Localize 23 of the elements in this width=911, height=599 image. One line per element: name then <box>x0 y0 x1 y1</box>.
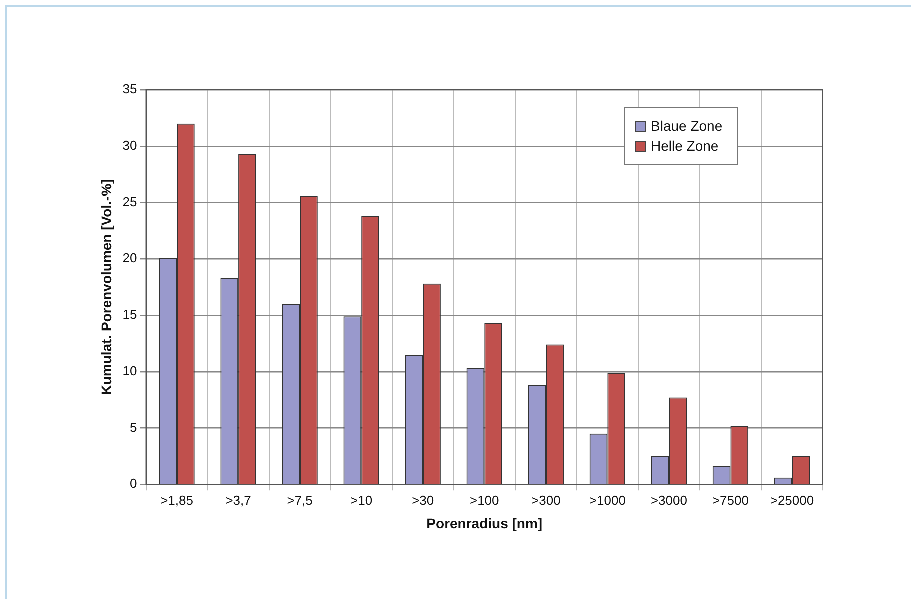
legend-label: Helle Zone <box>651 138 719 154</box>
y-tick-label: 10 <box>122 363 138 378</box>
y-tick-label: 5 <box>130 420 138 435</box>
x-axis-title: Porenradius [nm] <box>426 515 543 532</box>
x-tick-label: >30 <box>412 492 434 508</box>
y-tick-label: 25 <box>122 194 138 210</box>
y-tick-label: 0 <box>130 476 138 492</box>
y-tick-label: 30 <box>122 138 138 153</box>
x-tick-label: >3000 <box>650 492 688 508</box>
legend-label: Blaue Zone <box>651 118 723 134</box>
x-tick-label: >7500 <box>712 492 749 508</box>
x-tick-label: >3,7 <box>226 492 252 508</box>
x-tick-label: >100 <box>470 492 500 508</box>
x-tick-label: >1000 <box>589 492 626 508</box>
x-tick-label: >300 <box>532 492 561 508</box>
x-tick-label: >25000 <box>770 492 814 508</box>
x-tick-label: >1,85 <box>160 492 194 508</box>
x-tick-label: >7,5 <box>287 492 313 508</box>
y-tick-label: 15 <box>122 307 138 322</box>
y-axis-title: Kumulat. Porenvolumen [Vol.-%] <box>98 179 114 396</box>
x-tick-label: >10 <box>350 492 373 508</box>
y-tick-label: 35 <box>122 82 138 97</box>
y-tick-label: 20 <box>122 250 138 266</box>
